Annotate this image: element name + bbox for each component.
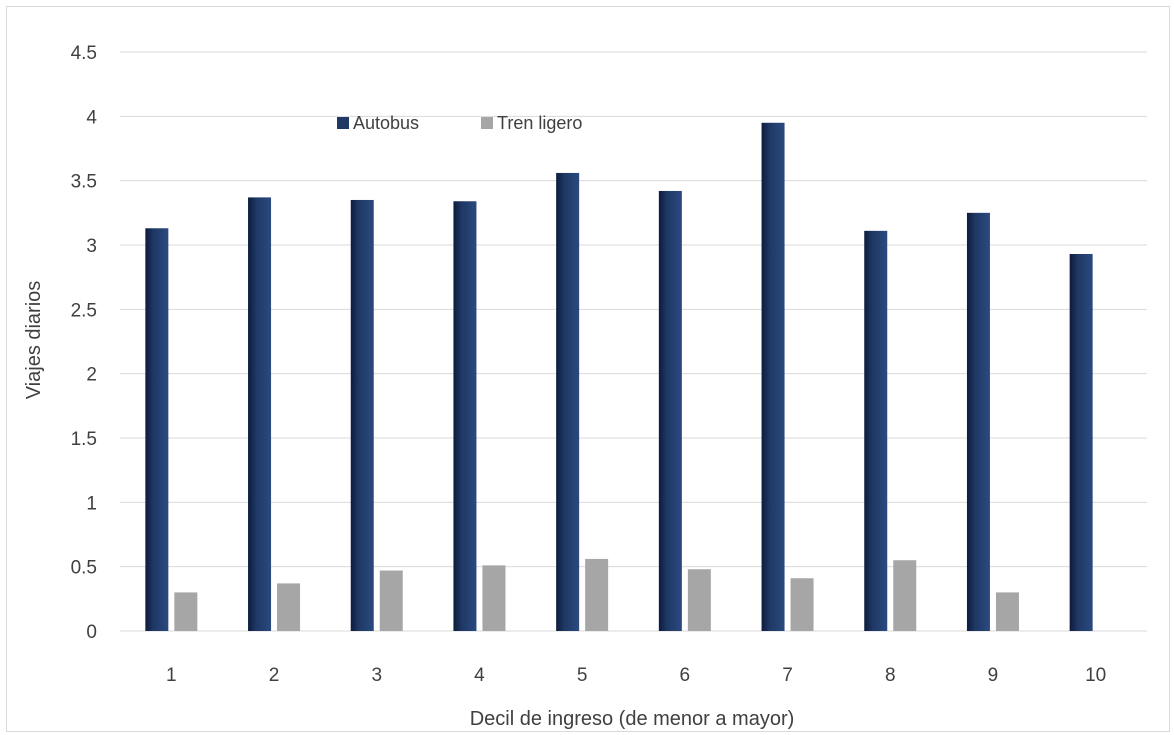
x-tick-label: 10 [1085,665,1106,686]
bar-tren-ligero-2 [277,583,301,631]
y-axis-title: Viajes diarios [23,281,45,400]
bar-tren-ligero-4 [482,565,506,631]
x-tick-label: 7 [782,665,793,686]
y-tick-label: 2 [86,365,97,386]
x-tick-label: 6 [680,665,691,686]
x-axis-ticks: 1 2 3 4 5 6 7 8 9 10 [166,665,1106,686]
bar-autobus-5 [556,172,580,632]
x-tick-label: 9 [988,665,999,686]
y-tick-label: 1 [86,493,97,514]
x-tick-label: 5 [577,665,588,686]
y-tick-label: 2.5 [71,300,97,321]
bar-autobus-6 [658,190,682,631]
legend-label-autobus: Autobus [353,113,419,133]
y-tick-label: 4 [86,107,97,128]
bar-tren-ligero-9 [995,592,1019,631]
bar-autobus-1 [145,228,169,632]
bar-autobus-3 [350,199,374,631]
bar-autobus-2 [248,197,272,632]
bar-autobus-7 [761,122,785,632]
y-axis-ticks: 0 0.5 1 1.5 2 2.5 3 3.5 4 4.5 [71,43,98,643]
x-axis-title: Decil de ingreso (de menor a mayor) [470,708,795,730]
bar-tren-ligero-7 [790,578,814,631]
y-tick-label: 0 [86,622,97,643]
x-tick-label: 2 [269,665,280,686]
legend-swatch-tren-ligero [481,117,493,129]
x-tick-label: 3 [371,665,382,686]
y-tick-label: 3.5 [71,172,97,193]
legend: Autobus Tren ligero [337,113,582,133]
legend-swatch-autobus [337,117,349,129]
gridlines [120,51,1147,632]
y-tick-label: 1.5 [71,429,97,450]
bar-tren-ligero-5 [585,558,609,631]
bar-autobus-9 [966,212,990,632]
x-tick-label: 8 [885,665,896,686]
x-tick-label: 4 [474,665,485,686]
bar-tren-ligero-3 [379,570,403,631]
bar-autobus-8 [864,230,888,631]
bar-autobus-4 [453,201,477,631]
bar-tren-ligero-1 [174,592,198,631]
y-tick-label: 3 [86,236,97,257]
bar-autobus-10 [1069,254,1093,632]
bars [145,122,1093,632]
x-tick-label: 1 [166,665,177,686]
legend-label-tren-ligero: Tren ligero [497,113,582,133]
y-tick-label: 4.5 [71,43,97,64]
bar-tren-ligero-8 [893,560,917,631]
y-tick-label: 0.5 [71,558,97,579]
bar-tren-ligero-6 [687,569,711,631]
